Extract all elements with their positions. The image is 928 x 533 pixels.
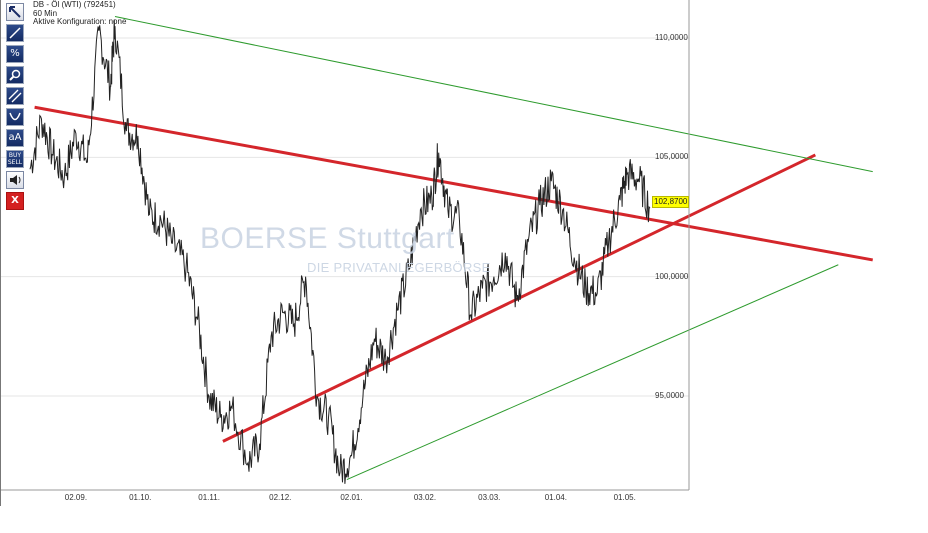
channel-tool-button[interactable] (6, 87, 24, 105)
zoom-tool-button[interactable] (6, 66, 24, 84)
magnifier-icon (9, 69, 21, 81)
watermark-logo: BOERSE Stuttgart (200, 222, 455, 255)
percent-tool-button[interactable]: % (6, 45, 24, 63)
pointer-tool-button[interactable] (6, 3, 24, 21)
x-tick-label: 03.02. (413, 493, 437, 502)
active-config: Aktive Konfiguration: none (33, 17, 127, 26)
x-tick-label: 01.10. (129, 493, 152, 502)
sound-tool-button[interactable] (6, 171, 24, 189)
line-tool-button[interactable] (6, 24, 24, 42)
x-tick-label: 01.11. (198, 493, 220, 502)
text-tool-button[interactable]: aA (6, 129, 24, 147)
arc-tool-button[interactable] (6, 108, 24, 126)
y-tick-label: 95,0000 (655, 391, 684, 400)
x-tick-label: 01.05. (613, 493, 636, 502)
arrow-pointer-icon (9, 6, 21, 18)
delete-tool-button[interactable]: X (6, 192, 24, 210)
price-series (29, 19, 651, 484)
instrument-name: DB - Öl (WTI) (792451) (33, 0, 116, 9)
parallel-lines-icon (8, 89, 22, 103)
buy-label: BUY (8, 152, 22, 159)
trendline-icon (9, 27, 21, 39)
buysell-tool-button[interactable]: BUY SELL (6, 150, 24, 168)
percent-icon: % (10, 48, 20, 59)
text-icon: aA (8, 132, 22, 143)
y-tick-label: 110,0000 (655, 33, 688, 42)
chart-info: DB - Öl (WTI) (792451) 60 Min Aktive Kon… (33, 0, 127, 27)
x-tick-label: 02.01. (340, 493, 363, 502)
sell-label: SELL (7, 159, 23, 166)
grid-lines (0, 37, 689, 397)
y-tick-label: 105,0000 (655, 152, 689, 162)
channel-lower-trendline (346, 264, 839, 480)
channel-upper-trendline (114, 16, 873, 173)
x-tick-label: 02.12. (269, 493, 292, 502)
close-icon: X (11, 195, 19, 206)
watermark-tagline: DIE PRIVATANLEGERBÖRSE (307, 260, 491, 275)
arc-icon (9, 112, 21, 121)
x-tick-label: 02.09. (64, 493, 88, 502)
speaker-icon (10, 175, 21, 185)
last-price-label: 102,8700 (652, 196, 690, 208)
y-tick-label: 100,0000 (655, 271, 689, 281)
price-line (29, 19, 651, 484)
resistance-trendline (34, 105, 874, 262)
x-tick-label: 01.04. (544, 493, 567, 502)
chart-interval: 60 Min (33, 8, 58, 18)
x-tick-label: 03.03. (478, 493, 501, 502)
drawing-toolbar: % aA BUY SELL X (6, 3, 26, 210)
